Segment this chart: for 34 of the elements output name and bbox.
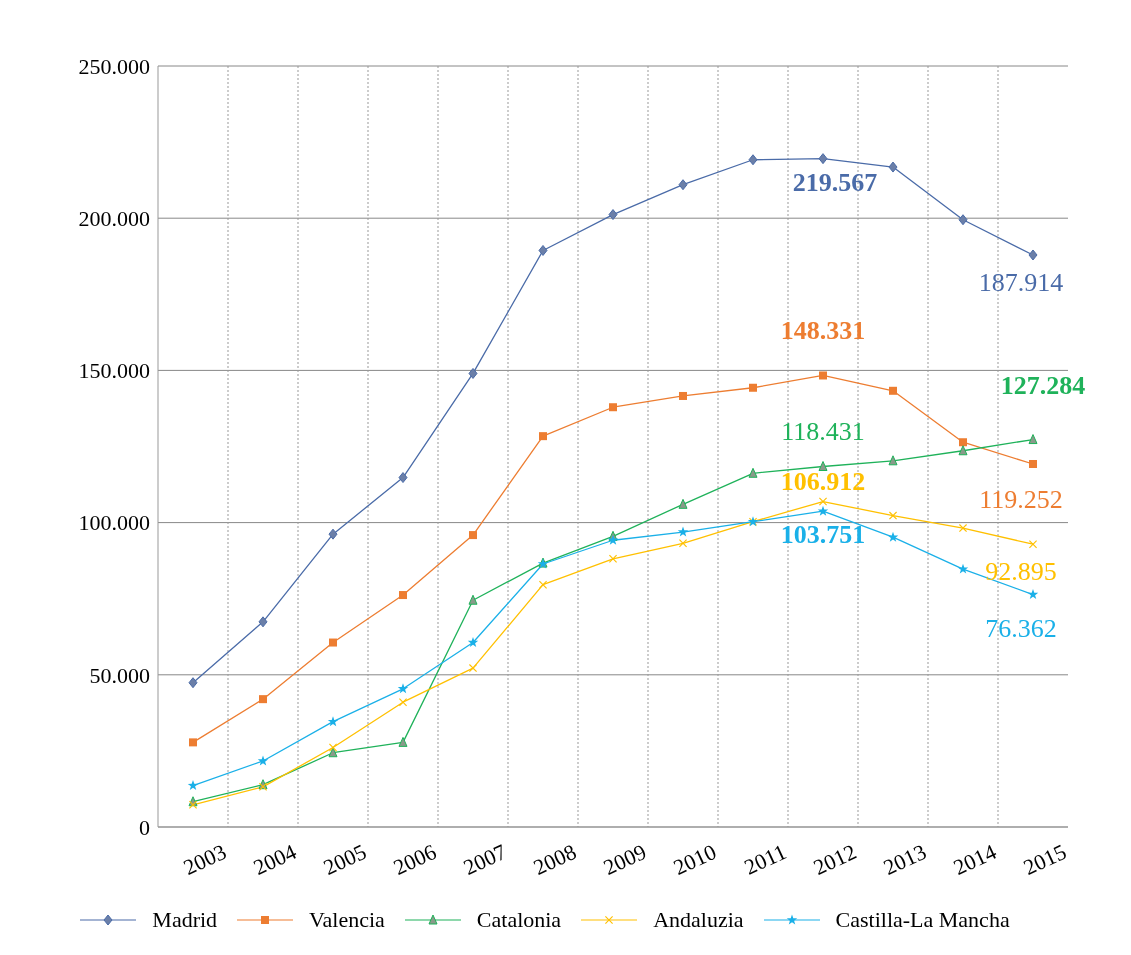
data-label: 148.331 — [780, 316, 866, 346]
data-label: 127.284 — [1000, 370, 1086, 400]
data-label: 118.431 — [781, 417, 865, 447]
x-tick-label: 2004 — [249, 838, 301, 881]
data-label: 106.912 — [780, 466, 866, 496]
data-label: 76.362 — [985, 613, 1057, 643]
data-label: 92.895 — [985, 557, 1057, 587]
x-tick-label: 2003 — [179, 838, 231, 881]
y-tick-label: 250.000 — [78, 53, 150, 79]
y-tick-label: 50.000 — [89, 662, 150, 688]
x-tick-label: 2012 — [809, 838, 861, 881]
legend-label: Andaluzia — [653, 907, 744, 933]
x-tick-label: 2006 — [389, 838, 441, 881]
legend-label: Madrid — [152, 907, 218, 933]
data-label: 187.914 — [978, 267, 1064, 297]
legend-label: Valencia — [309, 907, 385, 933]
x-tick-label: 2013 — [879, 838, 931, 881]
y-tick-label: 150.000 — [78, 358, 150, 384]
x-tick-label: 2008 — [529, 838, 581, 881]
legend-label: Catalonia — [476, 907, 562, 933]
legend-label: Castilla-La Mancha — [835, 907, 1010, 933]
y-tick-label: 200.000 — [78, 206, 150, 232]
x-tick-label: 2010 — [669, 838, 721, 881]
data-label: 119.252 — [979, 485, 1063, 514]
x-tick-label: 2009 — [599, 838, 651, 881]
data-label: 103.751 — [780, 520, 866, 550]
x-tick-label: 2007 — [459, 838, 511, 881]
x-tick-label: 2005 — [319, 838, 371, 881]
x-tick-label: 2011 — [740, 838, 791, 880]
y-tick-label: 0 — [139, 814, 150, 840]
x-tick-label: 2014 — [949, 838, 1001, 881]
x-tick-label: 2015 — [1019, 838, 1071, 881]
y-tick-label: 100.000 — [78, 510, 150, 536]
data-label: 219.567 — [792, 167, 878, 197]
